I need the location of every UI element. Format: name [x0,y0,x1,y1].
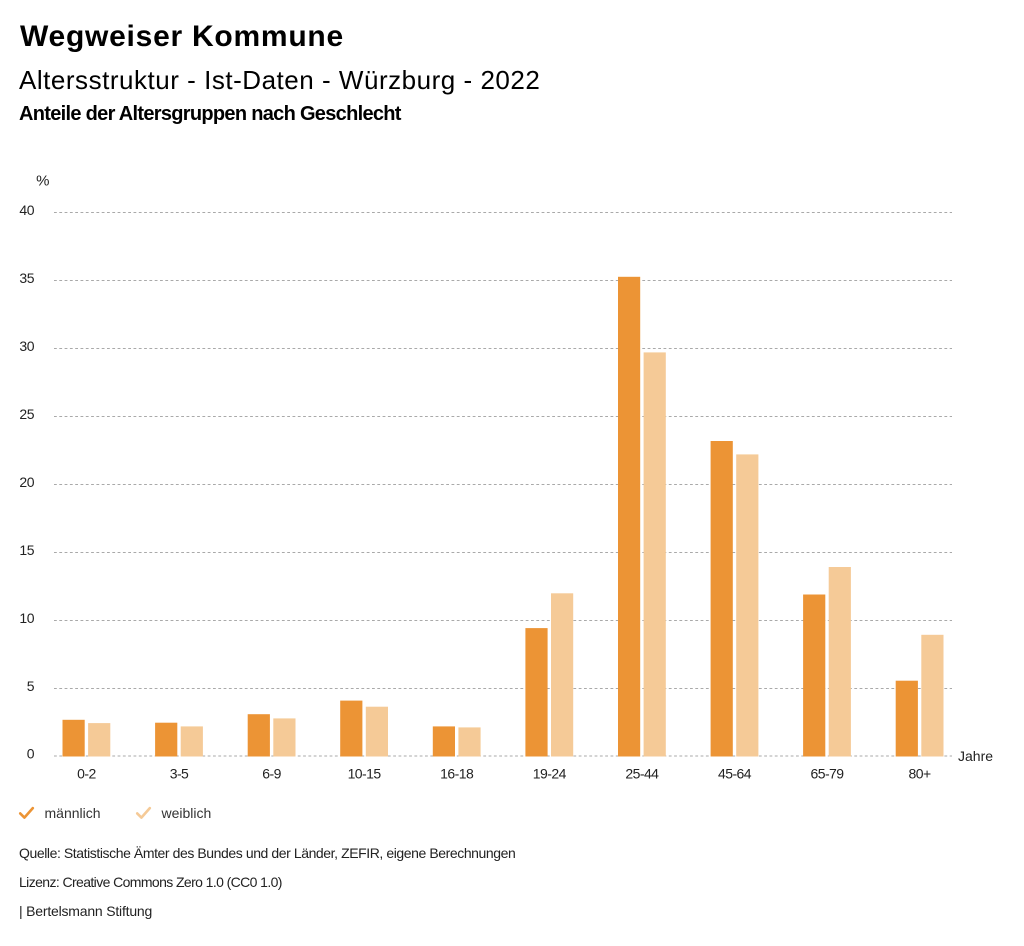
svg-text:6-9: 6-9 [262,766,281,782]
svg-text:0: 0 [27,745,35,761]
svg-text:5: 5 [27,678,35,694]
svg-text:15: 15 [19,542,34,558]
svg-text:Jahre: Jahre [958,748,993,764]
svg-text:19-24: 19-24 [533,766,567,782]
svg-text:65-79: 65-79 [810,766,844,782]
svg-text:16-18: 16-18 [440,766,474,782]
svg-text:25-44: 25-44 [625,766,659,782]
svg-text:40: 40 [19,202,34,218]
svg-text:%: % [36,172,49,189]
svg-text:80+: 80+ [909,766,931,782]
svg-text:45-64: 45-64 [718,766,752,782]
svg-text:10: 10 [19,610,34,626]
svg-text:35: 35 [19,270,34,286]
svg-text:20: 20 [19,474,34,490]
svg-text:10-15: 10-15 [348,766,382,782]
svg-text:25: 25 [19,406,34,422]
svg-text:3-5: 3-5 [170,766,189,782]
svg-text:0-2: 0-2 [77,766,96,782]
svg-text:30: 30 [19,338,34,354]
